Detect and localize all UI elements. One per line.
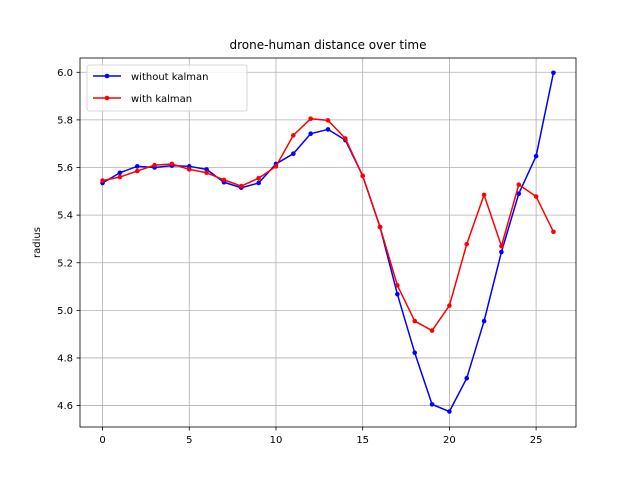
y-tick-label: 5.4 (57, 211, 73, 222)
data-point (308, 131, 313, 137)
plot-frame (79, 57, 577, 428)
grid (80, 58, 576, 427)
y-axis-label: radius (32, 227, 43, 258)
legend-marker (104, 73, 110, 79)
data-point (308, 116, 313, 122)
x-tick-label: 20 (443, 435, 456, 446)
series-layer (100, 70, 556, 414)
data-point (395, 283, 400, 288)
chart-title: drone-human distance over time (230, 38, 427, 52)
data-point (429, 328, 435, 333)
data-point (204, 170, 209, 176)
y-tick-label: 5.0 (57, 306, 73, 317)
data-point (499, 249, 504, 255)
data-point (412, 318, 418, 324)
data-point (204, 167, 209, 172)
data-point (325, 118, 331, 123)
legend-marker (104, 95, 110, 101)
data-point (481, 318, 487, 324)
data-point (100, 178, 105, 183)
data-point (152, 162, 157, 168)
data-point (551, 229, 556, 235)
y-tick-label: 4.8 (57, 354, 73, 365)
data-point (499, 243, 504, 249)
data-point (117, 174, 123, 180)
data-point (551, 70, 556, 76)
data-point (377, 224, 383, 230)
data-point (117, 170, 123, 176)
y-tick-label: 6.0 (57, 68, 73, 79)
axis-ticks: 0 5 10 15 20 25 4.6 4.8 5.0 5.2 5.4 5.6 5.8 6.0 (57, 68, 542, 446)
data-point (533, 194, 539, 199)
legend-label: with kalman (131, 94, 192, 105)
x-tick-label: 10 (270, 435, 283, 446)
data-point (343, 136, 348, 141)
y-tick-label: 4.6 (57, 401, 73, 412)
x-tick-label: 5 (186, 435, 192, 446)
data-point (516, 191, 522, 196)
data-point (464, 375, 470, 381)
data-point (429, 402, 435, 407)
data-point (186, 167, 192, 172)
legend: without kalman with kalman (86, 64, 248, 112)
data-point (291, 151, 296, 157)
x-tick-label: 0 (99, 435, 105, 446)
data-point (447, 409, 452, 414)
data-point (447, 303, 452, 308)
data-point (169, 161, 175, 167)
y-tick-label: 5.8 (57, 115, 73, 126)
data-point (134, 168, 140, 174)
data-point (412, 350, 418, 356)
data-point (238, 183, 244, 189)
data-point (221, 177, 227, 183)
y-tick-label: 5.6 (57, 163, 73, 174)
data-point (481, 192, 487, 198)
legend-label: without kalman (131, 72, 209, 83)
data-point (533, 153, 539, 159)
data-point (395, 291, 400, 297)
data-point (134, 164, 140, 169)
x-tick-label: 25 (530, 435, 543, 446)
legend-box (86, 64, 248, 112)
data-point (291, 133, 296, 138)
data-point (325, 127, 331, 132)
y-tick-label: 5.2 (57, 258, 73, 269)
data-point (360, 173, 365, 179)
x-tick-label: 15 (356, 435, 369, 446)
data-point (464, 241, 470, 247)
data-point (516, 182, 522, 187)
data-point (256, 180, 261, 186)
data-point (273, 164, 279, 169)
data-point (256, 175, 261, 181)
